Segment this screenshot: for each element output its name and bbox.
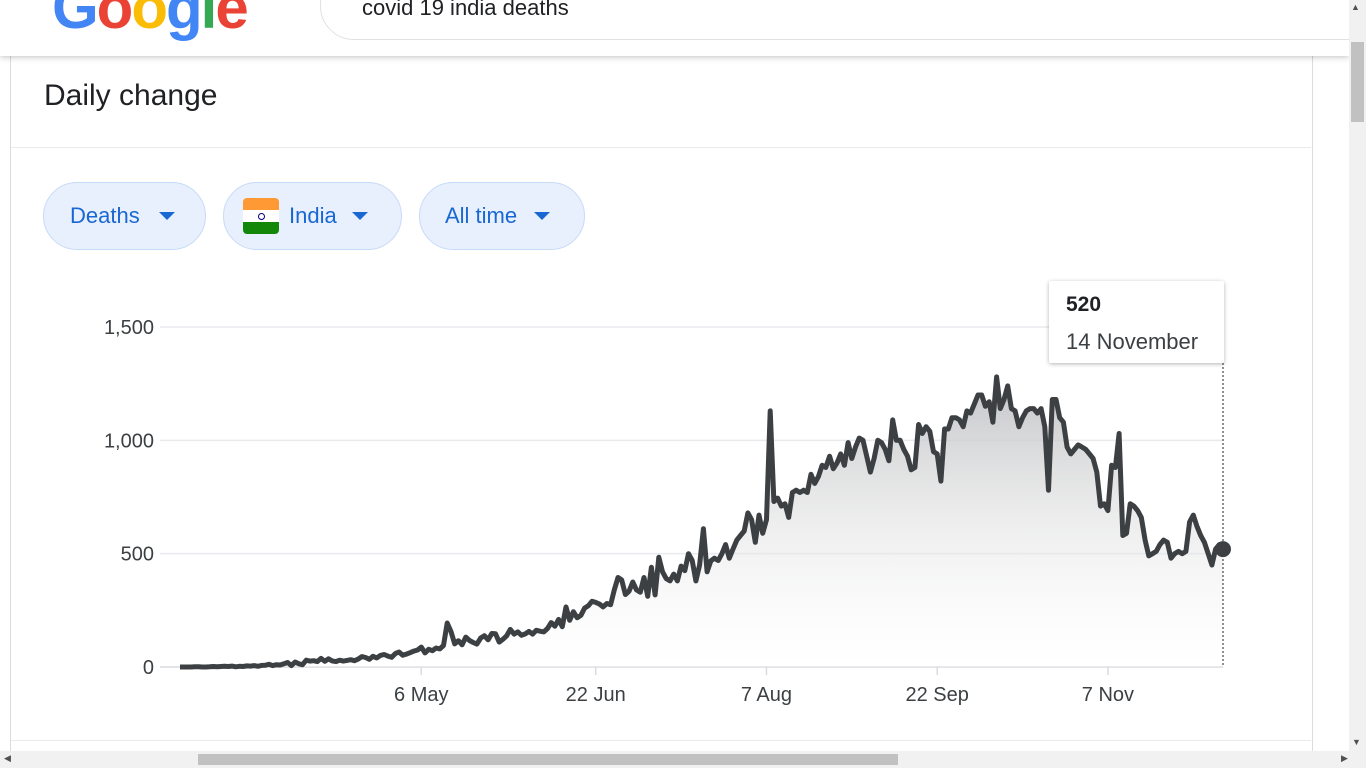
horizontal-scroll-thumb[interactable] bbox=[198, 754, 898, 765]
y-tick-label: 0 bbox=[143, 657, 154, 679]
country-dropdown-label: India bbox=[289, 203, 337, 228]
scroll-down-icon[interactable]: ▼ bbox=[1352, 737, 1361, 747]
metric-dropdown[interactable]: Deaths bbox=[43, 182, 206, 250]
search-box[interactable] bbox=[320, 0, 1349, 40]
x-tick-label: 22 Jun bbox=[566, 684, 626, 706]
range-dropdown[interactable]: All time bbox=[419, 182, 585, 250]
metric-dropdown-label: Deaths bbox=[70, 203, 140, 228]
chart-series-line bbox=[180, 374, 1225, 670]
scroll-right-icon[interactable]: ▶ bbox=[1341, 753, 1348, 763]
card-divider-bottom bbox=[11, 740, 1311, 741]
x-tick-label: 7 Aug bbox=[741, 684, 792, 706]
india-flag-icon bbox=[243, 198, 279, 234]
search-input[interactable]: covid 19 india deaths bbox=[362, 0, 569, 20]
daily-deaths-chart[interactable]: 0 500 1,000 1,500 6 May 22 Jun 7 Aug 22 Sep 7 N… bbox=[0, 0, 1349, 751]
chart-tooltip: 520 14 November bbox=[1049, 281, 1224, 363]
range-dropdown-label: All time bbox=[445, 203, 518, 228]
vertical-scroll-thumb[interactable] bbox=[1351, 42, 1364, 122]
country-dropdown[interactable]: India bbox=[223, 182, 402, 250]
hover-point[interactable] bbox=[1215, 541, 1231, 558]
card-title: Daily change bbox=[44, 79, 218, 112]
chevron-down-icon bbox=[351, 212, 368, 220]
tooltip-date: 14 November bbox=[1066, 329, 1199, 354]
chart-area-fill bbox=[180, 376, 1223, 667]
chevron-down-icon bbox=[158, 212, 175, 220]
x-tick-label: 7 Nov bbox=[1082, 684, 1134, 706]
x-tick-label: 6 May bbox=[394, 684, 448, 706]
google-logo[interactable]: Google bbox=[52, 0, 249, 41]
scroll-up-icon[interactable]: ▲ bbox=[1351, 2, 1360, 12]
y-tick-label: 500 bbox=[121, 544, 154, 566]
tooltip-value: 520 bbox=[1066, 293, 1102, 316]
x-tick-label: 22 Sep bbox=[906, 684, 969, 706]
y-tick-label: 1,000 bbox=[104, 430, 154, 452]
card-divider bbox=[11, 147, 1311, 148]
vertical-scrollbar[interactable] bbox=[1349, 0, 1366, 751]
scroll-left-icon[interactable]: ◀ bbox=[4, 753, 11, 763]
chevron-down-icon bbox=[534, 212, 551, 220]
top-bar: Google covid 19 india deaths bbox=[0, 0, 1349, 56]
y-tick-label: 1,500 bbox=[104, 317, 154, 339]
